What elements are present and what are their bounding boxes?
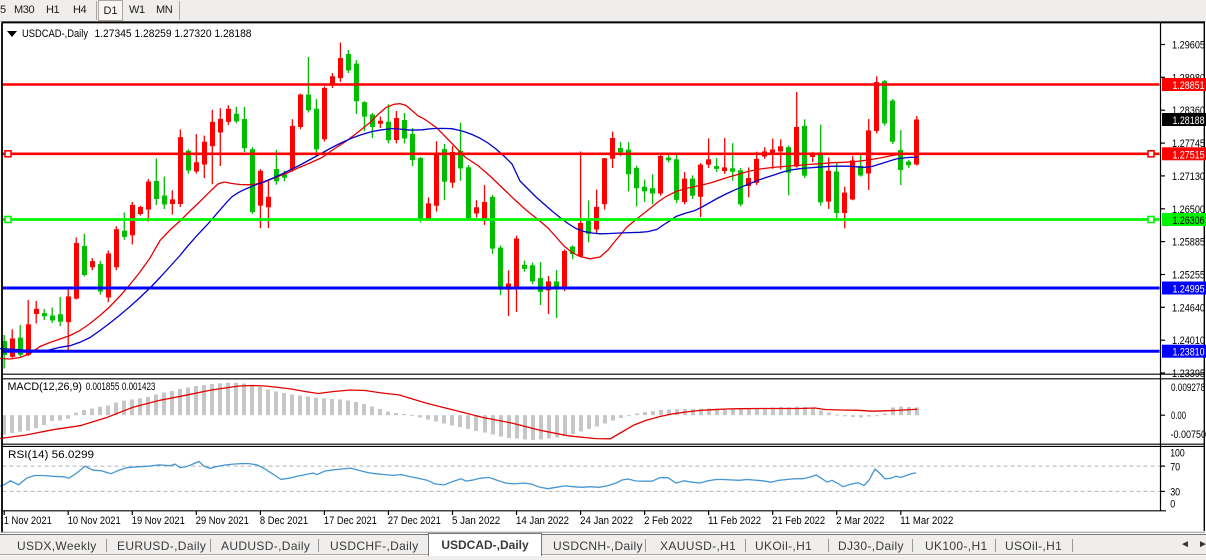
svg-text:5 Jan 2022: 5 Jan 2022: [452, 515, 500, 527]
svg-text:1.23810: 1.23810: [1173, 347, 1205, 359]
svg-text:30: 30: [1170, 487, 1180, 499]
svg-text:-0.00750: -0.00750: [1171, 429, 1206, 441]
svg-text:1.26306: 1.26306: [1173, 215, 1205, 227]
svg-text:1.27515: 1.27515: [1173, 149, 1205, 161]
svg-text:1.24640: 1.24640: [1172, 302, 1205, 314]
svg-text:0.00: 0.00: [1171, 410, 1186, 422]
svg-text:19 Nov 2021: 19 Nov 2021: [132, 515, 185, 527]
svg-text:1.27130: 1.27130: [1172, 171, 1205, 183]
svg-text:11 Mar 2022: 11 Mar 2022: [900, 515, 953, 527]
svg-text:0.001855: 0.001855: [86, 381, 120, 393]
svg-text:17 Dec 2021: 17 Dec 2021: [324, 515, 377, 527]
svg-text:RSI(14) 56.0299: RSI(14) 56.0299: [8, 449, 94, 461]
svg-text:1.27345 1.28259 1.27320 1.2818: 1.27345 1.28259 1.27320 1.28188: [95, 28, 252, 40]
svg-text:USDCAD-,Daily: USDCAD-,Daily: [22, 28, 88, 40]
svg-text:1.23395: 1.23395: [1172, 368, 1205, 380]
svg-text:MACD(12,26,9): MACD(12,26,9): [8, 381, 83, 393]
svg-text:8 Dec 2021: 8 Dec 2021: [260, 515, 308, 527]
svg-text:27 Dec 2021: 27 Dec 2021: [388, 515, 441, 527]
svg-text:10 Nov 2021: 10 Nov 2021: [68, 515, 121, 527]
svg-text:1.26500: 1.26500: [1172, 204, 1205, 216]
svg-text:1.28188: 1.28188: [1173, 115, 1205, 127]
svg-text:2 Mar 2022: 2 Mar 2022: [836, 515, 884, 527]
svg-text:29 Nov 2021: 29 Nov 2021: [196, 515, 249, 527]
svg-text:1.28851: 1.28851: [1173, 80, 1205, 92]
svg-text:0: 0: [1170, 499, 1175, 511]
svg-text:1.24995: 1.24995: [1173, 284, 1205, 296]
svg-text:1.25885: 1.25885: [1172, 237, 1205, 249]
svg-text:1.27745: 1.27745: [1172, 138, 1205, 150]
svg-text:14 Jan 2022: 14 Jan 2022: [516, 515, 569, 527]
svg-text:1.24010: 1.24010: [1172, 335, 1205, 347]
svg-text:1 Nov 2021: 1 Nov 2021: [4, 515, 52, 527]
svg-text:2 Feb 2022: 2 Feb 2022: [644, 515, 692, 527]
svg-text:21 Feb 2022: 21 Feb 2022: [772, 515, 825, 527]
svg-text:0.009278: 0.009278: [1171, 382, 1205, 394]
svg-text:70: 70: [1170, 461, 1180, 473]
svg-text:0.001423: 0.001423: [122, 381, 155, 393]
svg-text:11 Feb 2022: 11 Feb 2022: [708, 515, 761, 527]
svg-text:24 Jan 2022: 24 Jan 2022: [580, 515, 633, 527]
svg-text:1.29605: 1.29605: [1172, 40, 1205, 52]
svg-text:100: 100: [1170, 448, 1185, 460]
svg-text:1.25255: 1.25255: [1172, 270, 1205, 282]
